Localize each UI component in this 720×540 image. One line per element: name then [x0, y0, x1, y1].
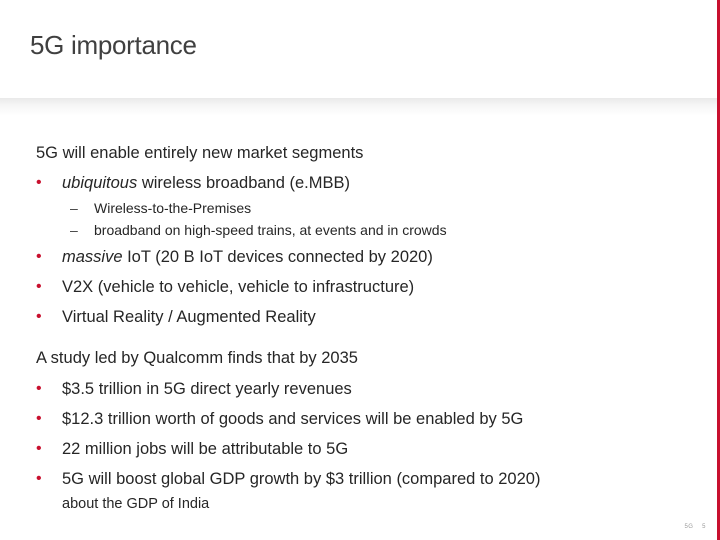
footer-label: 5G: [684, 524, 694, 530]
bullet-icon: •: [36, 440, 42, 457]
bullet-icon: •: [36, 308, 42, 325]
list-item: • 5G will boost global GDP growth by $3 …: [36, 470, 541, 488]
note-text: about the GDP of India: [62, 496, 210, 512]
accent-bar: [717, 0, 720, 540]
slide-title: 5G importance: [30, 30, 197, 60]
title-divider: [0, 98, 717, 116]
sub-list-item: – Wireless-to-the-Premises: [70, 200, 252, 216]
sub-list-item: – broadband on high-speed trains, at eve…: [70, 222, 447, 238]
bullet-icon: •: [36, 380, 42, 397]
list-item: • $3.5 trillion in 5G direct yearly reve…: [36, 380, 352, 398]
page-number: 5: [702, 524, 706, 530]
dash-icon: –: [70, 222, 78, 238]
list-item: • ubiquitous wireless broadband (e.MBB): [36, 174, 350, 192]
list-item: • V2X (vehicle to vehicle, vehicle to in…: [36, 278, 415, 296]
slide-footer: 5G 5: [684, 524, 706, 530]
section1-heading: 5G will enable entirely new market segme…: [36, 144, 364, 162]
list-item: • $12.3 trillion worth of goods and serv…: [36, 410, 524, 428]
bullet-icon: •: [36, 278, 42, 295]
list-item: • 22 million jobs will be attributable t…: [36, 440, 349, 458]
dash-icon: –: [70, 200, 78, 216]
bullet-icon: •: [36, 470, 42, 487]
section2-heading: A study led by Qualcomm finds that by 20…: [36, 349, 358, 367]
list-item: • Virtual Reality / Augmented Reality: [36, 308, 316, 326]
list-item: • massive IoT (20 B IoT devices connecte…: [36, 248, 433, 266]
bullet-icon: •: [36, 174, 42, 191]
bullet-icon: •: [36, 248, 42, 265]
bullet-icon: •: [36, 410, 42, 427]
